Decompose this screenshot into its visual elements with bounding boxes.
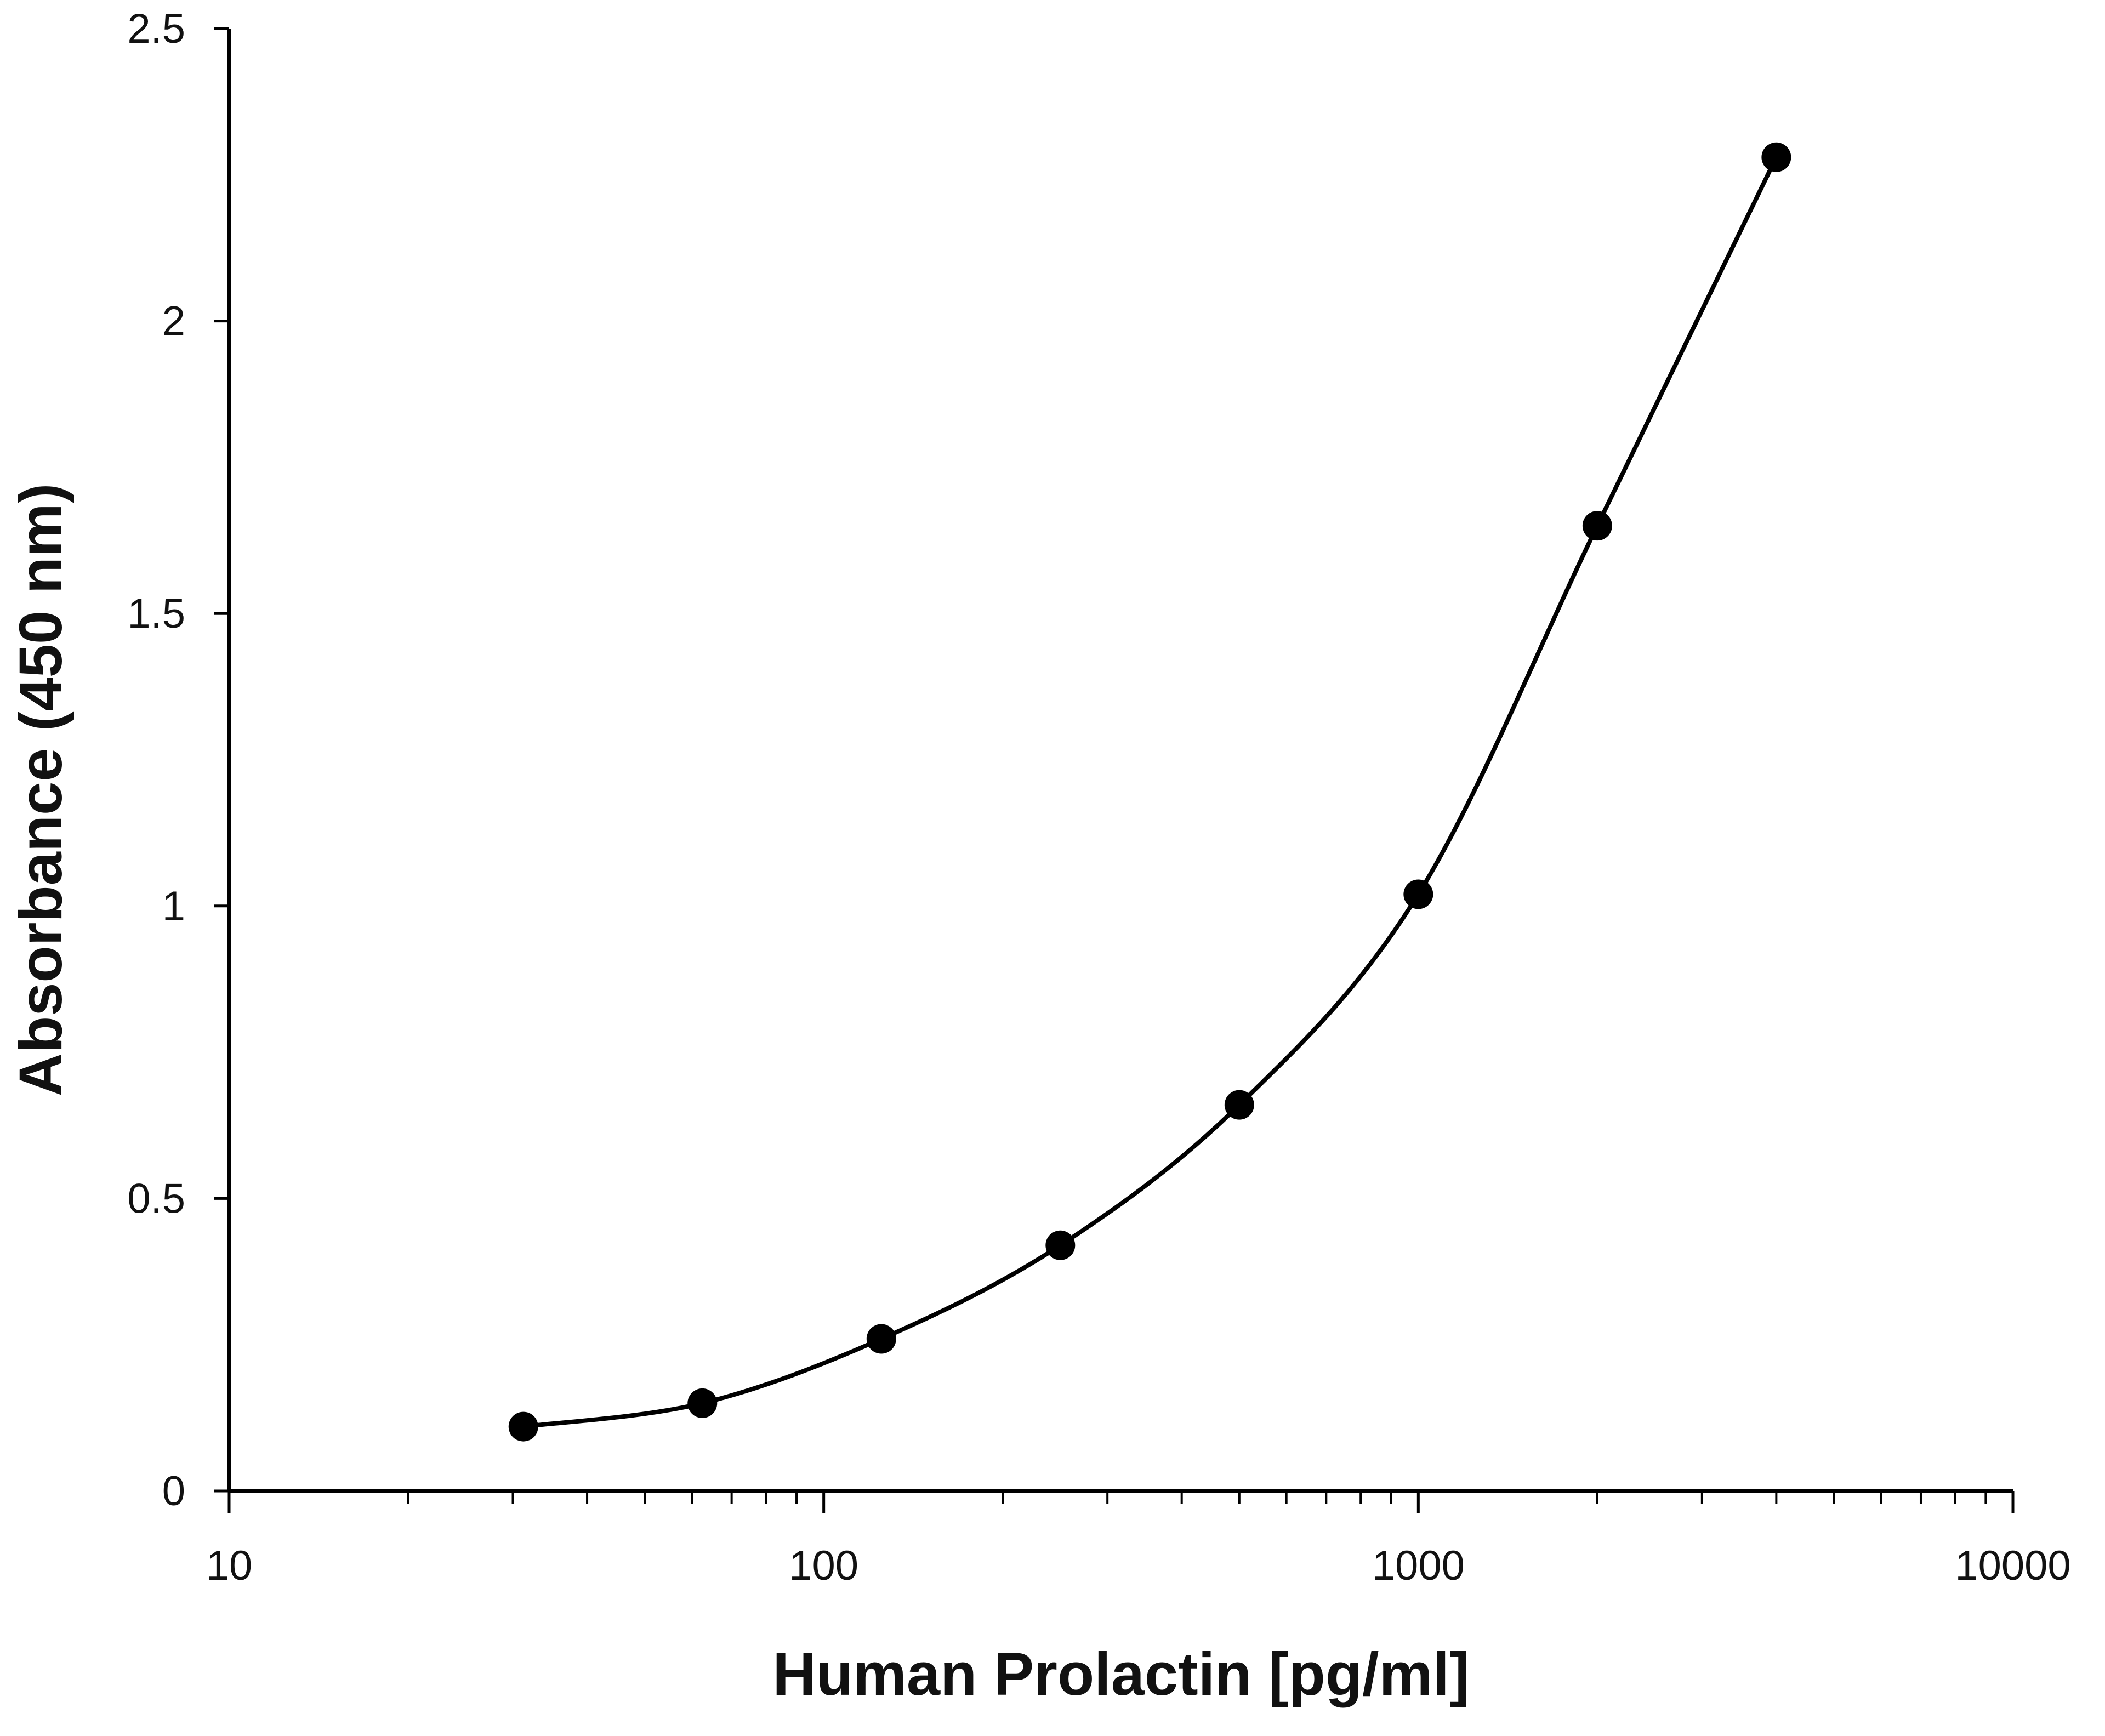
y-axis-title: Absorbance (450 nm) (7, 483, 75, 1097)
y-tick-label: 2 (162, 298, 185, 345)
y-tick-label: 1.5 (127, 590, 185, 637)
axis-titles: Human Prolactin [pg/ml] Absorbance (450 … (7, 483, 1470, 1708)
data-point (1582, 511, 1612, 541)
x-axis-title: Human Prolactin [pg/ml] (772, 1641, 1469, 1708)
x-tick-label: 10000 (1955, 1543, 2070, 1589)
curves (521, 155, 1779, 1429)
axes (227, 29, 2013, 1493)
x-tick-label: 1000 (1372, 1543, 1465, 1589)
data-point (508, 1411, 538, 1442)
data-point (1403, 879, 1433, 909)
y-tick-label: 2.5 (127, 5, 185, 52)
data-point (1761, 142, 1791, 172)
ticks: 0 0.5 1 1.5 2 2.5 10 100 1000 10000 (127, 5, 2070, 1589)
x-tick-label: 100 (789, 1543, 858, 1589)
y-tick-label: 0.5 (127, 1175, 185, 1222)
y-tick-label: 1 (162, 883, 185, 930)
x-tick-label: 10 (206, 1543, 253, 1589)
data-point (1045, 1230, 1076, 1260)
series-line (521, 155, 1779, 1429)
data-point (866, 1324, 896, 1354)
data-point (1224, 1090, 1254, 1120)
data-point (687, 1388, 718, 1418)
y-tick-label: 0 (162, 1468, 185, 1515)
data-points (508, 142, 1791, 1442)
